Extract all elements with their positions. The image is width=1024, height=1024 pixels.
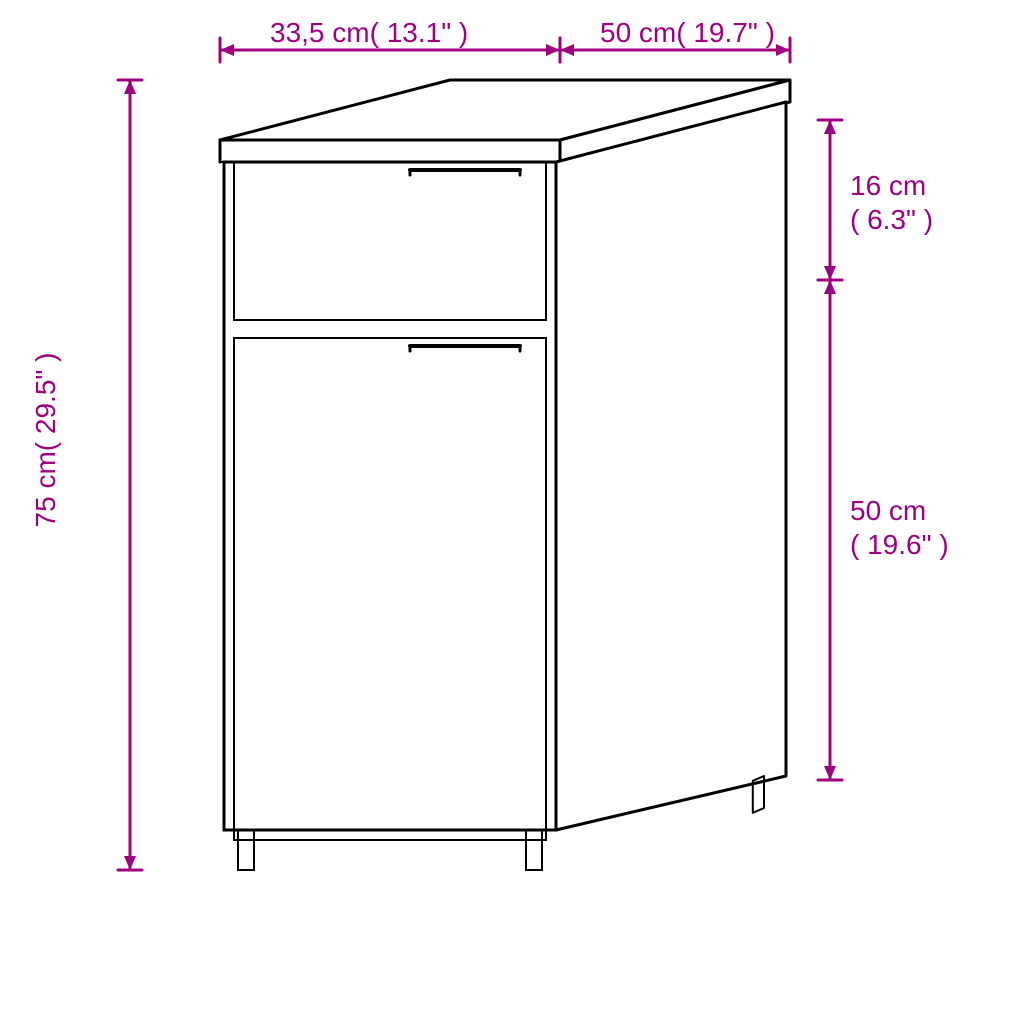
dim-depth: 50 cm( 19.7" )	[560, 17, 790, 62]
dim-door-height-label: 50 cm( 19.6" )	[850, 495, 949, 560]
dim-height: 75 cm( 29.5" )	[30, 80, 142, 870]
dim-width: 33,5 cm( 13.1" )	[220, 17, 560, 62]
dim-width-label: 33,5 cm( 13.1" )	[270, 17, 468, 48]
dim-depth-label: 50 cm( 19.7" )	[600, 17, 775, 48]
dim-drawer-height-label: 16 cm( 6.3" )	[850, 170, 933, 235]
cabinet-drawing	[220, 80, 790, 870]
dim-height-label: 75 cm( 29.5" )	[30, 353, 61, 528]
dim-door-height: 50 cm( 19.6" )	[818, 280, 949, 780]
dim-drawer-height: 16 cm( 6.3" )	[818, 120, 933, 280]
